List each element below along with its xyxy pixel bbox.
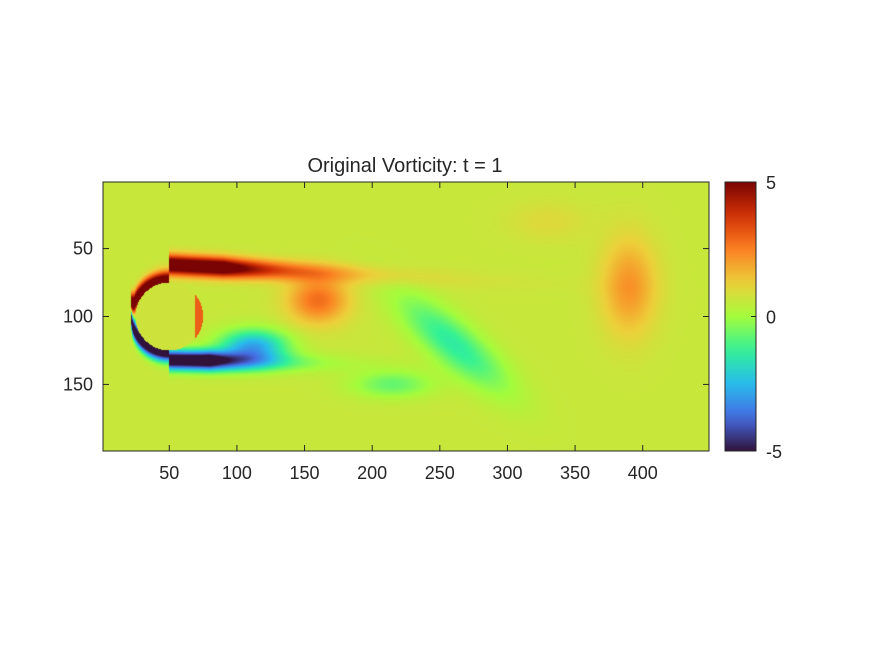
y-tick-label: 50 xyxy=(73,239,93,259)
chart-title: Original Vorticity: t = 1 xyxy=(307,155,502,177)
y-tick-label: 150 xyxy=(63,374,93,394)
plot-area: 50 100 150 200 250 300 350 400 50 100 150 xyxy=(63,181,710,483)
y-tick-label: 100 xyxy=(63,307,93,327)
x-tick-label: 400 xyxy=(628,463,658,483)
x-tick-label: 250 xyxy=(425,463,455,483)
colorbar-tick-label: 0 xyxy=(766,308,776,328)
colorbar-tick-label: 5 xyxy=(766,173,776,193)
colorbar-tick-label: -5 xyxy=(766,442,782,462)
vorticity-heatmap xyxy=(103,182,709,451)
x-tick-label: 350 xyxy=(560,463,590,483)
x-axis: 50 100 150 200 250 300 350 400 xyxy=(159,182,658,483)
colorbar-gradient xyxy=(725,182,756,451)
x-tick-label: 200 xyxy=(357,463,387,483)
colorbar: 5 0 -5 xyxy=(724,173,782,462)
y-axis: 50 100 150 xyxy=(63,239,709,394)
vorticity-field xyxy=(103,182,709,451)
x-tick-label: 100 xyxy=(222,463,252,483)
x-tick-label: 300 xyxy=(492,463,522,483)
x-tick-label: 150 xyxy=(290,463,320,483)
x-tick-label: 50 xyxy=(159,463,179,483)
colorbar-axis: 5 0 -5 xyxy=(751,173,782,462)
